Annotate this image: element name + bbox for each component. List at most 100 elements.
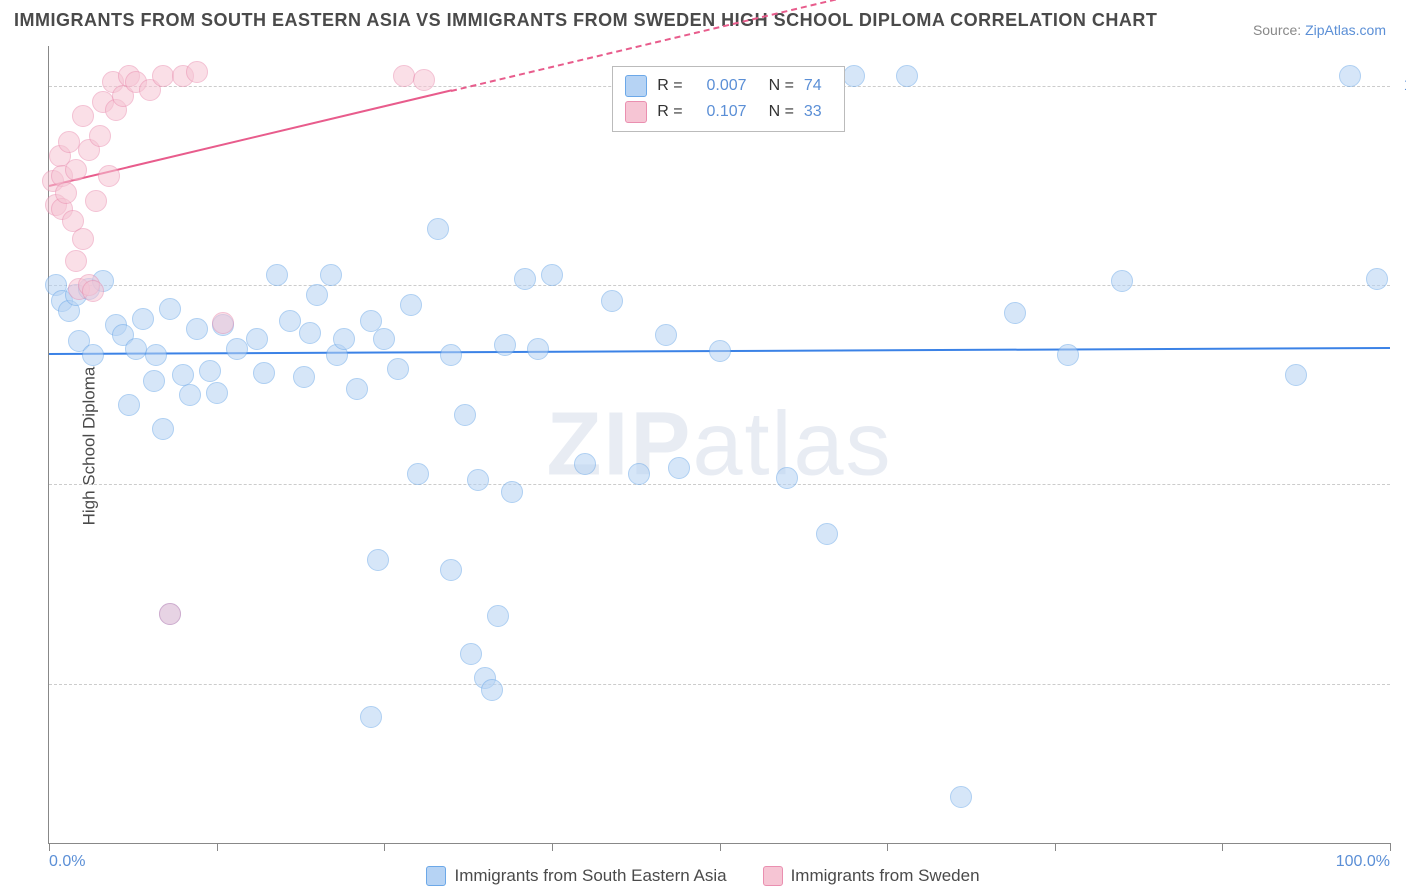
scatter-dot [253, 362, 275, 384]
scatter-dot [152, 418, 174, 440]
scatter-dot [467, 469, 489, 491]
scatter-dot [118, 394, 140, 416]
bottom-legend-item: Immigrants from South Eastern Asia [426, 866, 726, 886]
scatter-dot [72, 105, 94, 127]
x-tick [720, 843, 721, 851]
scatter-dot [159, 603, 181, 625]
scatter-dot [481, 679, 503, 701]
scatter-dot [776, 467, 798, 489]
scatter-dot [460, 643, 482, 665]
x-tick [1222, 843, 1223, 851]
scatter-dot [494, 334, 516, 356]
scatter-dot [709, 340, 731, 362]
scatter-dot [360, 706, 382, 728]
x-tick [552, 843, 553, 851]
scatter-dot [152, 65, 174, 87]
scatter-dot [843, 65, 865, 87]
watermark: ZIPatlas [546, 393, 892, 496]
legend-stats-box: R =0.007N =74R =0.107N =33 [612, 66, 845, 132]
scatter-dot [212, 312, 234, 334]
legend-swatch [625, 75, 647, 97]
scatter-dot [125, 338, 147, 360]
scatter-dot [454, 404, 476, 426]
scatter-dot [816, 523, 838, 545]
scatter-dot [407, 463, 429, 485]
chart-title: IMMIGRANTS FROM SOUTH EASTERN ASIA VS IM… [14, 10, 1157, 31]
bottom-legend-label: Immigrants from Sweden [791, 866, 980, 886]
y-tick-label: 80.0% [1398, 475, 1406, 493]
scatter-dot [65, 159, 87, 181]
scatter-dot [574, 453, 596, 475]
scatter-dot [159, 298, 181, 320]
scatter-dot [440, 559, 462, 581]
scatter-dot [279, 310, 301, 332]
scatter-dot [85, 190, 107, 212]
scatter-dot [387, 358, 409, 380]
legend-r-value: 0.007 [693, 77, 747, 95]
scatter-dot [320, 264, 342, 286]
scatter-dot [1285, 364, 1307, 386]
scatter-dot [1111, 270, 1133, 292]
scatter-dot [72, 228, 94, 250]
scatter-dot [367, 549, 389, 571]
scatter-dot [65, 250, 87, 272]
scatter-dot [1366, 268, 1388, 290]
source-link[interactable]: ZipAtlas.com [1305, 22, 1386, 38]
scatter-dot [655, 324, 677, 346]
y-tick-label: 90.0% [1398, 276, 1406, 294]
scatter-dot [393, 65, 415, 87]
x-tick [49, 843, 50, 851]
gridline-h [49, 684, 1390, 685]
scatter-dot [199, 360, 221, 382]
scatter-dot [306, 284, 328, 306]
scatter-dot [299, 322, 321, 344]
scatter-dot [373, 328, 395, 350]
scatter-dot [427, 218, 449, 240]
x-tick [887, 843, 888, 851]
scatter-dot [1057, 344, 1079, 366]
bottom-legend: Immigrants from South Eastern Asia Immigr… [0, 866, 1406, 886]
gridline-h [49, 484, 1390, 485]
legend-swatch [426, 866, 446, 886]
x-tick [384, 843, 385, 851]
scatter-dot [1339, 65, 1361, 87]
legend-swatch [625, 101, 647, 123]
legend-n-value: 74 [804, 77, 832, 95]
scatter-dot [143, 370, 165, 392]
legend-r-label: R = [657, 103, 682, 121]
x-tick [217, 843, 218, 851]
scatter-dot [179, 384, 201, 406]
scatter-dot [246, 328, 268, 350]
legend-r-label: R = [657, 77, 682, 95]
scatter-dot [293, 366, 315, 388]
source-attribution: Source: ZipAtlas.com [1253, 22, 1386, 38]
scatter-dot [487, 605, 509, 627]
scatter-dot [98, 165, 120, 187]
scatter-dot [440, 344, 462, 366]
scatter-dot [206, 382, 228, 404]
scatter-dot [89, 125, 111, 147]
scatter-dot [82, 344, 104, 366]
watermark-zip: ZIP [546, 394, 692, 494]
scatter-dot [333, 328, 355, 350]
legend-n-label: N = [769, 77, 794, 95]
gridline-h [49, 285, 1390, 286]
bottom-legend-label: Immigrants from South Eastern Asia [454, 866, 726, 886]
scatter-dot [226, 338, 248, 360]
scatter-dot [132, 308, 154, 330]
scatter-dot [82, 280, 104, 302]
legend-r-value: 0.107 [693, 103, 747, 121]
scatter-dot [145, 344, 167, 366]
legend-n-value: 33 [804, 103, 832, 121]
scatter-dot [541, 264, 563, 286]
chart-plot-area: ZIPatlas 70.0%80.0%90.0%100.0%0.0%100.0%… [48, 46, 1390, 844]
scatter-dot [186, 318, 208, 340]
x-tick [1055, 843, 1056, 851]
x-tick [1390, 843, 1391, 851]
scatter-dot [413, 69, 435, 91]
scatter-dot [55, 182, 77, 204]
scatter-dot [601, 290, 623, 312]
legend-row: R =0.107N =33 [625, 99, 832, 125]
legend-row: R = 0.007 N = 74 [625, 73, 832, 99]
y-tick-label: 100.0% [1398, 77, 1406, 95]
